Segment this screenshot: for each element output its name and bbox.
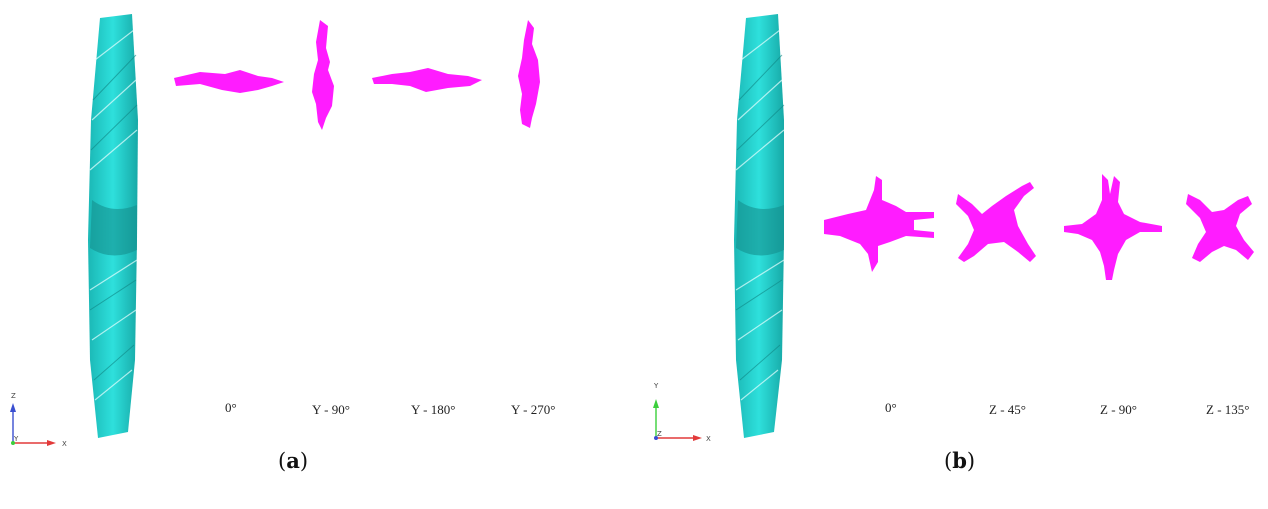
body-z90 xyxy=(1064,174,1162,280)
body-y180 xyxy=(372,68,482,92)
axis-triad: Y X Z xyxy=(653,382,711,443)
body-0deg xyxy=(824,176,934,272)
body-z135 xyxy=(1186,194,1254,262)
panel-b-figure: Y X Z xyxy=(653,14,1254,443)
panel-b-caption: (b) xyxy=(944,448,976,473)
body-0deg xyxy=(174,70,284,93)
body-y270 xyxy=(518,20,540,128)
axis-vertical-label: Z xyxy=(11,392,16,400)
angle-label-3: Z - 135° xyxy=(1206,402,1250,417)
panel-a-caption: (a) xyxy=(278,448,309,473)
angle-label-1: Z - 45° xyxy=(989,402,1026,417)
axis-origin-label: Y xyxy=(13,435,19,443)
panel-a: Z X Y 0° Y - 90° Y - 180° Y - 270° (a) xyxy=(10,14,556,473)
body-y90 xyxy=(312,20,334,130)
angle-label-3: Y - 270° xyxy=(511,402,556,417)
angle-label-2: Z - 90° xyxy=(1100,402,1137,417)
body-z45 xyxy=(956,182,1036,262)
turbine-blade xyxy=(734,14,785,438)
axis-triad: Z X Y xyxy=(10,392,67,448)
panel-a-figure: Z X Y xyxy=(10,14,540,448)
panel-b: Y X Z 0° Z - 45° Z - 90° Z - 135° (b) xyxy=(634,0,1268,509)
axis-horizontal-label: X xyxy=(62,440,67,448)
axis-horizontal-label: X xyxy=(706,435,711,443)
turbine-blade xyxy=(88,14,138,438)
angle-label-2: Y - 180° xyxy=(411,402,456,417)
angle-label-1: Y - 90° xyxy=(312,402,350,417)
angle-label-0: 0° xyxy=(885,400,897,415)
angle-label-0: 0° xyxy=(225,400,237,415)
axis-vertical-label: Y xyxy=(653,382,659,390)
axis-origin-label: Z xyxy=(657,430,662,438)
